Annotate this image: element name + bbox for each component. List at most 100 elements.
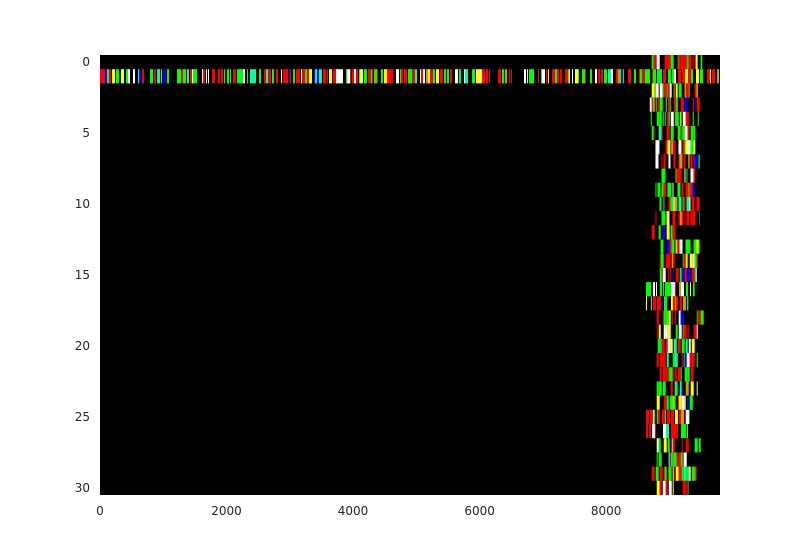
heatmap-cell	[138, 69, 139, 84]
heatmap-cell	[662, 83, 664, 98]
heatmap-cell	[221, 69, 223, 84]
heatmap-row	[655, 211, 700, 226]
heatmap-cell	[661, 182, 664, 197]
heatmap-background	[100, 55, 720, 495]
heatmap-cell	[700, 69, 703, 84]
heatmap-cell	[657, 338, 661, 354]
heatmap-cell	[700, 310, 704, 325]
heatmap-cell	[430, 69, 433, 84]
heatmap-cell	[444, 69, 446, 84]
heatmap-cell	[684, 353, 687, 368]
heatmap-cell	[659, 466, 663, 481]
heatmap-cell	[662, 267, 666, 283]
heatmap-cell	[696, 97, 700, 112]
heatmap-cell	[285, 69, 288, 84]
heatmap-cell	[666, 282, 670, 297]
heatmap-cell	[374, 69, 377, 84]
heatmap-cell	[676, 381, 678, 396]
heatmap-cell	[673, 253, 675, 268]
heatmap-cell	[664, 55, 668, 70]
heatmap-cell	[314, 69, 315, 84]
heatmap-cell	[659, 367, 662, 382]
heatmap-cell	[669, 239, 672, 254]
heatmap-cell	[673, 154, 676, 169]
heatmap-cell	[658, 381, 662, 396]
heatmap-cell	[684, 395, 686, 410]
heatmap-cell	[372, 69, 373, 84]
heatmap-cell	[693, 140, 696, 155]
heatmap-cell	[650, 296, 652, 311]
heatmap-cell	[541, 69, 542, 84]
heatmap-cell	[674, 409, 678, 425]
heatmap-cell	[663, 324, 666, 339]
heatmap-cell	[685, 69, 687, 84]
heatmap-cell	[433, 69, 435, 84]
heatmap-cell	[674, 353, 678, 368]
heatmap-cell	[670, 395, 673, 410]
heatmap-cell	[662, 225, 666, 240]
heatmap-cell	[651, 97, 653, 112]
heatmap-cell	[340, 69, 343, 84]
heatmap-cell	[673, 97, 676, 112]
heatmap-cell	[666, 125, 670, 141]
heatmap-cell	[664, 466, 667, 481]
heatmap-cell	[673, 452, 677, 467]
heatmap-cell	[674, 381, 677, 396]
heatmap-cell	[666, 395, 669, 410]
heatmap-cell	[157, 69, 160, 84]
heatmap-cell	[679, 381, 682, 396]
heatmap-cell	[689, 196, 691, 212]
heatmap-cell	[352, 69, 354, 84]
heatmap-cell	[657, 296, 661, 311]
heatmap-cell	[688, 55, 692, 70]
heatmap-cell	[621, 69, 623, 84]
heatmap-cell	[426, 69, 428, 84]
heatmap-cell	[649, 97, 652, 112]
heatmap-cell	[377, 69, 378, 84]
heatmap-cell	[685, 381, 689, 396]
heatmap-cell	[680, 97, 684, 112]
heatmap-cell	[675, 424, 678, 439]
heatmap-cell	[676, 239, 678, 254]
heatmap-cell	[686, 424, 688, 439]
heatmap-cell	[658, 438, 661, 453]
heatmap-cell	[411, 69, 412, 84]
heatmap-cell	[473, 69, 474, 84]
heatmap-cell	[676, 168, 679, 183]
heatmap-cell	[120, 69, 121, 84]
heatmap-cell	[651, 424, 655, 439]
heatmap-cell	[690, 367, 694, 382]
heatmap-cell	[464, 69, 465, 84]
heatmap-cell	[190, 69, 192, 84]
heatmap-cell	[683, 324, 687, 339]
heatmap-cell	[665, 367, 668, 382]
heatmap-cell	[319, 69, 322, 84]
heatmap-cell	[682, 296, 686, 311]
heatmap-cell	[218, 69, 220, 84]
heatmap-row	[645, 424, 688, 439]
heatmap-cell	[297, 69, 300, 84]
heatmap-cell	[696, 353, 698, 368]
heatmap-cell	[684, 140, 686, 155]
heatmap-cell	[400, 69, 401, 84]
heatmap-row	[656, 353, 698, 368]
heatmap-cell	[690, 140, 693, 155]
heatmap-cell	[666, 225, 670, 240]
heatmap-cell	[548, 69, 549, 84]
heatmap-row	[651, 55, 703, 70]
heatmap-cell	[688, 409, 690, 425]
heatmap-cell	[697, 310, 699, 325]
heatmap-cell	[683, 253, 686, 268]
heatmap-cell	[685, 182, 689, 197]
heatmap-cell	[700, 55, 703, 70]
heatmap-cell	[663, 296, 667, 311]
heatmap-cell	[243, 69, 245, 84]
heatmap-cell	[661, 267, 663, 283]
heatmap-cell	[681, 211, 684, 226]
heatmap-cell	[687, 125, 690, 141]
heatmap-cell	[662, 367, 666, 382]
x-axis: 0 2000 4000 6000 8000	[96, 504, 621, 518]
heatmap-cell	[465, 69, 468, 84]
heatmap-cell	[678, 196, 682, 212]
heatmap-cell	[684, 97, 688, 112]
